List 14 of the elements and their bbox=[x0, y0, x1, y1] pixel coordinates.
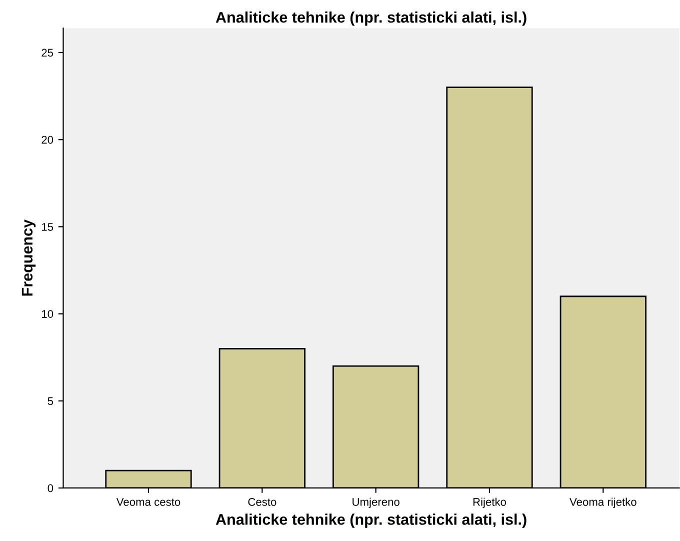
y-tick-label: 5 bbox=[48, 397, 54, 406]
y-tick-label: 25 bbox=[42, 48, 54, 57]
x-tick-label: Rijetko bbox=[473, 498, 506, 508]
x-tick-label: Cesto bbox=[248, 498, 276, 506]
y-tick-label: 10 bbox=[42, 310, 54, 318]
x-axis-title: Analiticke tehnike (npr. statisticki alati, isl.) bbox=[216, 514, 526, 528]
y-axis-title: Frequency bbox=[22, 220, 36, 296]
y-tick-label: 15 bbox=[42, 223, 54, 231]
x-tick-label: Umjereno bbox=[352, 498, 400, 508]
x-tick-label: Veoma cesto bbox=[116, 498, 180, 506]
x-tick-label: Veoma rijetko bbox=[570, 498, 636, 508]
y-tick-label: 20 bbox=[42, 136, 54, 144]
chart-title: Analiticke tehnike (npr. statisticki alati, isl.) bbox=[216, 12, 526, 26]
y-tick-label: 0 bbox=[48, 484, 54, 492]
